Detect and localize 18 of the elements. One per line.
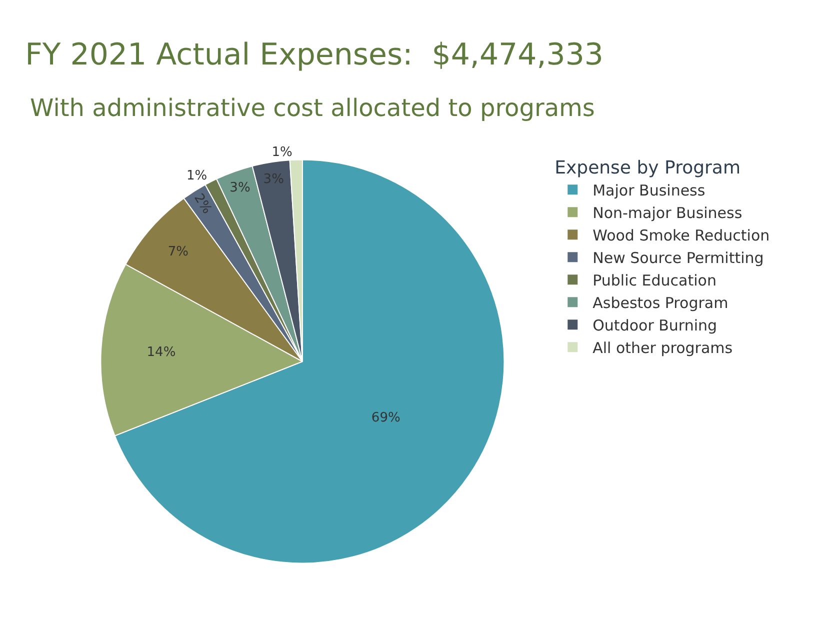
legend-label: Wood Smoke Reduction (592, 226, 770, 244)
legend-label: Non-major Business (592, 204, 742, 222)
chart-title: FY 2021 Actual Expenses: $4,474,333 (25, 38, 604, 73)
data-label: 3% (230, 180, 250, 196)
legend-label: New Source Permitting (592, 249, 764, 267)
legend-label: Public Education (592, 272, 716, 290)
legend-label: Major Business (592, 182, 706, 200)
legend-title: Expense by Program (554, 157, 740, 178)
chart-subtitle: With administrative cost allocated to programs (30, 94, 595, 122)
data-label: 1% (186, 168, 208, 184)
legend-label: Outdoor Burning (592, 316, 718, 334)
data-label: 7% (168, 244, 189, 260)
legend-label: All other programs (592, 339, 733, 357)
legend-label: Asbestos Program (592, 294, 728, 312)
data-label: 69% (371, 410, 400, 426)
data-label: 14% (146, 345, 176, 360)
data-label: 2% (190, 191, 214, 217)
data-label: 1% (272, 144, 292, 160)
